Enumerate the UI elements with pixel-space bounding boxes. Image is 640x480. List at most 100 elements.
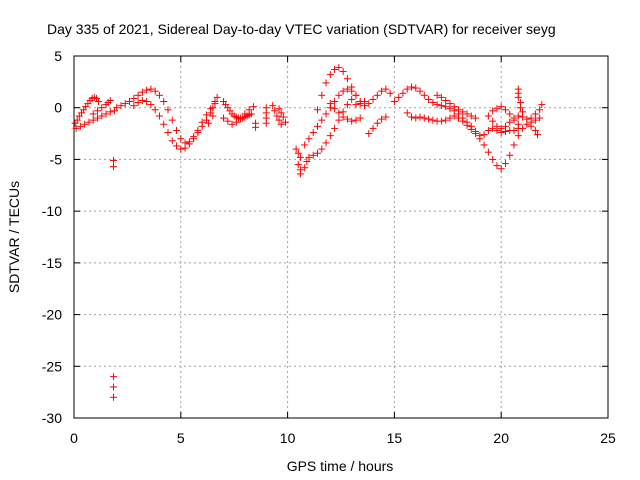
data-point: [209, 104, 217, 112]
data-point: [155, 91, 163, 99]
data-point: [459, 117, 467, 125]
data-point: [275, 116, 283, 124]
y-tick-label: -10: [42, 203, 62, 219]
data-point: [279, 113, 287, 121]
data-point: [269, 102, 277, 110]
data-point: [501, 106, 509, 114]
data-point: [237, 114, 245, 122]
data-point: [245, 106, 253, 114]
y-axis-ticks: 5 0 -5 -10 -15 -20 -25 -30: [42, 48, 608, 426]
data-point: [523, 115, 531, 123]
data-point: [294, 161, 302, 169]
data-point: [463, 110, 471, 118]
data-point: [273, 112, 281, 120]
data-point: [352, 116, 360, 124]
data-point: [373, 119, 381, 127]
data-point: [292, 145, 300, 153]
data-point: [322, 110, 330, 118]
data-point: [536, 106, 544, 114]
data-point: [403, 109, 411, 117]
data-point: [352, 101, 360, 109]
data-point: [407, 83, 415, 91]
data-point: [173, 142, 181, 150]
data-point: [534, 131, 542, 139]
data-point: [497, 124, 505, 132]
x-tick-label: 5: [177, 430, 185, 446]
data-point: [211, 98, 219, 106]
data-point: [467, 125, 475, 133]
data-point: [399, 89, 407, 97]
data-point: [309, 129, 317, 137]
data-point: [348, 95, 356, 103]
data-point: [442, 116, 450, 124]
data-point: [489, 155, 497, 163]
data-point: [331, 98, 339, 106]
data-point: [506, 151, 514, 159]
data-point: [262, 119, 270, 127]
data-point: [213, 93, 221, 101]
data-point: [425, 115, 433, 123]
data-point: [348, 83, 356, 91]
data-point: [480, 131, 488, 139]
data-point: [151, 87, 159, 95]
data-point: [309, 151, 317, 159]
data-point: [147, 101, 155, 109]
chart-title: Day 335 of 2021, Sidereal Day-to-day VTE…: [47, 21, 556, 37]
gridlines: [74, 56, 608, 418]
data-point: [277, 109, 285, 117]
data-point: [271, 107, 279, 115]
data-point: [185, 140, 193, 148]
data-point: [110, 393, 118, 401]
data-point: [339, 113, 347, 121]
data-point: [420, 114, 428, 122]
data-point: [373, 91, 381, 99]
data-point: [407, 113, 415, 121]
data-point: [275, 105, 283, 113]
data-point: [134, 91, 142, 99]
data-point: [220, 114, 228, 122]
data-point: [454, 106, 462, 114]
data-point: [360, 98, 368, 106]
data-point: [493, 122, 501, 130]
data-point: [365, 130, 373, 138]
data-point: [190, 135, 198, 143]
data-point: [322, 79, 330, 87]
data-point: [93, 114, 101, 122]
x-axis-ticks: 0 5 10 15 20 25: [70, 56, 616, 446]
data-point: [164, 106, 172, 114]
data-point: [143, 86, 151, 94]
data-point: [476, 135, 484, 143]
x-tick-label: 0: [70, 430, 78, 446]
data-point: [198, 122, 206, 130]
data-point: [352, 91, 360, 99]
data-point: [386, 89, 394, 97]
data-point: [484, 148, 492, 156]
data-point: [369, 95, 377, 103]
data-point: [480, 141, 488, 149]
data-point: [339, 87, 347, 95]
data-point: [516, 104, 524, 112]
data-point: [501, 122, 509, 130]
data-point: [531, 126, 539, 134]
data-point: [296, 170, 304, 178]
data-point: [429, 99, 437, 107]
data-point: [301, 141, 309, 149]
data-point: [437, 102, 445, 110]
data-point: [369, 124, 377, 132]
data-point: [497, 165, 505, 173]
data-point: [501, 160, 509, 168]
data-point: [348, 117, 356, 125]
data-point: [527, 122, 535, 130]
data-point: [85, 118, 93, 126]
data-point: [378, 115, 386, 123]
x-tick-label: 25: [600, 430, 616, 446]
data-point: [241, 110, 249, 118]
data-point: [425, 95, 433, 103]
data-point: [249, 103, 257, 111]
data-point: [228, 120, 236, 128]
data-point: [113, 104, 121, 112]
x-axis-label: GPS time / hours: [287, 458, 394, 474]
data-point: [395, 93, 403, 101]
y-tick-label: -30: [42, 410, 62, 426]
data-point: [93, 107, 101, 115]
